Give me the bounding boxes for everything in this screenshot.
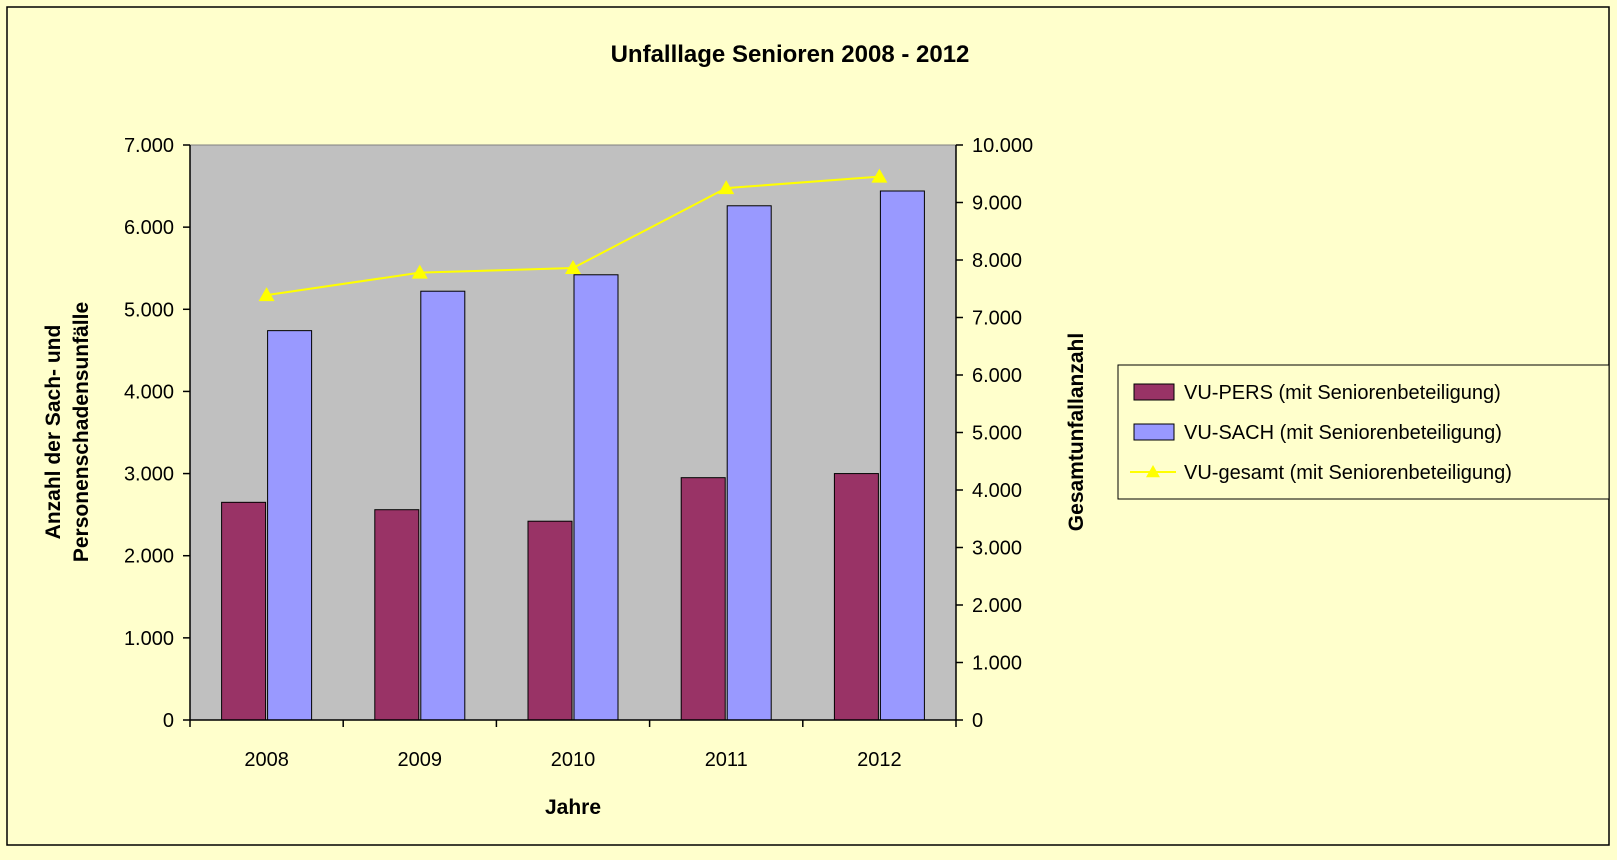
bar-sach-2009 [420,290,466,721]
y-tick-label: 1.000 [124,628,174,650]
right-axis-label: Gesamtunfallanzahl [1065,333,1088,531]
bar-sach-2012 [879,190,925,721]
x-tick-label: 2011 [705,749,748,771]
marker-gesamt-2008 [258,287,275,302]
y2-tick-label: 9.000 [972,193,1022,215]
left-axis-label-line2: Personenschadensunfälle [70,302,93,562]
bar-sach-2008 [267,330,313,721]
bar-pers-2012 [833,473,879,721]
bars-group [221,190,925,721]
legend-label-sach: VU-SACH (mit Seniorenbeteiligung) [1184,422,1502,444]
x-axis-label: Jahre [545,796,601,819]
y2-tick-label: 2.000 [972,595,1022,617]
legend-box [1117,364,1610,500]
bar-pers-2011 [680,477,726,721]
legend-swatch-pers [1133,383,1175,401]
bar-pers-2009 [374,509,420,721]
legend-swatch-gesamt-marker [1146,465,1160,478]
legend-swatch-sach [1133,423,1175,441]
x-tick-label: 2008 [244,749,289,771]
legend-label-gesamt: VU-gesamt (mit Seniorenbeteiligung) [1184,462,1512,484]
plot-area [189,144,957,721]
y2-tick-label: 1.000 [972,653,1022,675]
x-tick-label: 2012 [857,749,902,771]
marker-gesamt-2011 [718,180,735,195]
x-axis-ticks: 2008 2009 2010 2011 2012 [189,720,957,771]
x-tick-label: 2009 [398,749,443,771]
y2-tick-label: 3.000 [972,538,1022,560]
x-tick-label: 2010 [551,749,596,771]
bar-pers-2010 [527,520,573,721]
y-tick-label: 3.000 [124,464,174,486]
y-tick-label: 7.000 [124,135,174,157]
y-tick-label: 4.000 [124,381,174,403]
left-axis-ticks: 0 1.000 2.000 3.000 4.000 5.000 6.000 7.000 [124,135,190,732]
legend: VU-PERS (mit Seniorenbeteiligung) VU-SACH… [1130,382,1512,484]
y-tick-label: 0 [163,710,174,732]
marker-gesamt-2012 [871,168,888,183]
left-axis-label-line1: Anzahl der Sach- und [42,325,65,540]
y-tick-label: 5.000 [124,299,174,321]
y2-tick-label: 6.000 [972,365,1022,387]
marker-gesamt-2009 [411,264,428,279]
y2-tick-label: 4.000 [972,480,1022,502]
marker-gesamt-2010 [565,260,581,275]
y2-tick-label: 5.000 [972,423,1022,445]
right-axis-ticks: 0 1.000 2.000 3.000 4.000 5.000 6.000 7.000 8.00… [956,135,1033,732]
y-tick-label: 6.000 [124,217,174,239]
y-tick-label: 2.000 [124,546,174,568]
line-series-group [258,168,888,302]
y2-tick-label: 0 [972,710,983,732]
y2-tick-label: 7.000 [972,308,1022,330]
legend-label-pers: VU-PERS (mit Seniorenbeteiligung) [1184,382,1501,404]
left-axis-label: Anzahl der Sach- und Personenschadensunf… [42,302,93,562]
bar-sach-2010 [573,274,619,721]
bar-pers-2008 [221,501,267,721]
chart-title: Unfalllage Senioren 2008 - 2012 [611,41,970,68]
y2-tick-label: 8.000 [972,250,1022,272]
y2-tick-label: 10.000 [972,135,1033,157]
bar-sach-2011 [726,205,772,721]
